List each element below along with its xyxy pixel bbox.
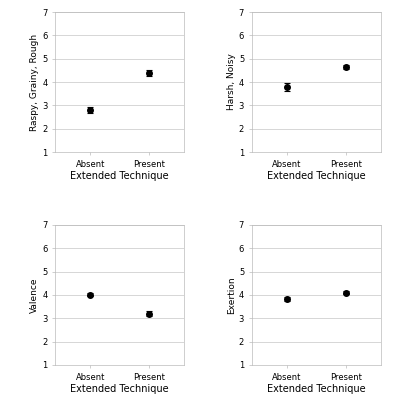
- Y-axis label: Exertion: Exertion: [227, 276, 236, 314]
- X-axis label: Extended Technique: Extended Technique: [267, 384, 366, 394]
- X-axis label: Extended Technique: Extended Technique: [70, 384, 169, 394]
- X-axis label: Extended Technique: Extended Technique: [267, 172, 366, 182]
- Y-axis label: Valence: Valence: [30, 277, 39, 313]
- X-axis label: Extended Technique: Extended Technique: [70, 172, 169, 182]
- Y-axis label: Raspy, Grainy, Rough: Raspy, Grainy, Rough: [30, 33, 39, 131]
- Y-axis label: Harsh, Noisy: Harsh, Noisy: [227, 54, 236, 111]
